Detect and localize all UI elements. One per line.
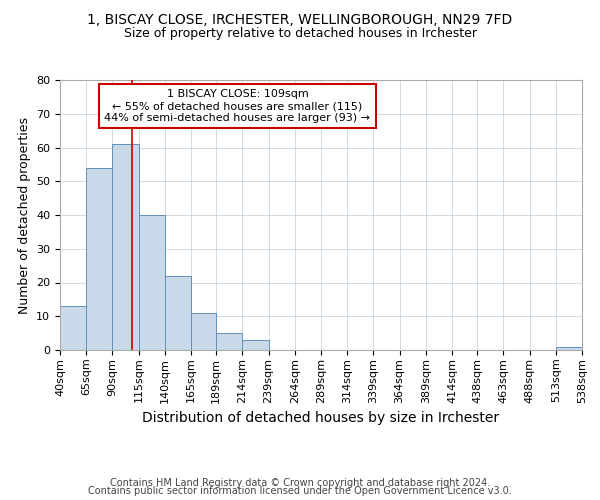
Bar <box>242 340 269 350</box>
Bar <box>165 276 191 350</box>
Bar <box>216 333 242 350</box>
X-axis label: Distribution of detached houses by size in Irchester: Distribution of detached houses by size … <box>142 411 500 425</box>
Text: Size of property relative to detached houses in Irchester: Size of property relative to detached ho… <box>124 28 476 40</box>
Text: Contains HM Land Registry data © Crown copyright and database right 2024.: Contains HM Land Registry data © Crown c… <box>110 478 490 488</box>
Bar <box>556 346 582 350</box>
Bar <box>86 168 112 350</box>
Bar <box>60 306 86 350</box>
Bar <box>139 215 165 350</box>
Text: 1, BISCAY CLOSE, IRCHESTER, WELLINGBOROUGH, NN29 7FD: 1, BISCAY CLOSE, IRCHESTER, WELLINGBOROU… <box>88 12 512 26</box>
Bar <box>112 144 139 350</box>
Y-axis label: Number of detached properties: Number of detached properties <box>17 116 31 314</box>
Text: 1 BISCAY CLOSE: 109sqm
← 55% of detached houses are smaller (115)
44% of semi-de: 1 BISCAY CLOSE: 109sqm ← 55% of detached… <box>104 90 370 122</box>
Text: Contains public sector information licensed under the Open Government Licence v3: Contains public sector information licen… <box>88 486 512 496</box>
Bar <box>191 313 216 350</box>
